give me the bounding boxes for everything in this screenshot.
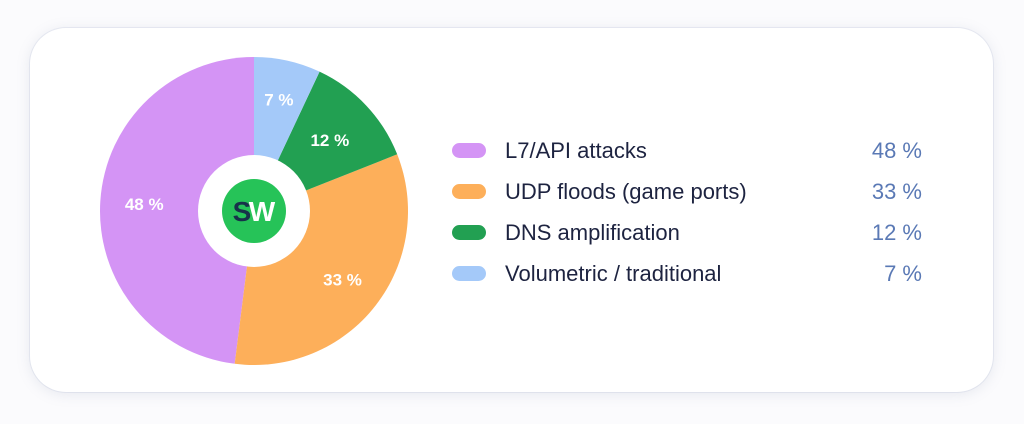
legend-item: Volumetric / traditional 7 %: [452, 253, 924, 294]
legend-item: L7/API attacks 48 %: [452, 130, 924, 171]
legend-swatch: [452, 184, 486, 199]
logo-letter-w: W: [249, 196, 276, 227]
legend-value: 33 %: [871, 178, 922, 204]
pie-slice: [99, 57, 254, 364]
logo-letter-s: S: [233, 196, 252, 227]
pie-data-label: 33 %: [323, 271, 362, 290]
pie-data-label: 48 %: [125, 195, 164, 214]
legend-label: DNS amplification: [505, 219, 680, 245]
legend-label: L7/API attacks: [505, 137, 647, 163]
legend-label: UDP floods (game ports): [505, 178, 747, 204]
pie-data-label: 7 %: [264, 91, 293, 110]
legend-item: UDP floods (game ports) 33 %: [452, 171, 924, 212]
legend-label: Volumetric / traditional: [505, 260, 722, 286]
legend-swatch: [452, 225, 486, 240]
legend: L7/API attacks 48 % UDP floods (game por…: [452, 130, 924, 294]
pie-data-labels: 48 % 33 % 12 % 7 %: [125, 91, 362, 290]
legend-swatch: [452, 266, 486, 281]
pie-data-label: 12 %: [310, 131, 349, 150]
legend-swatch: [452, 143, 486, 158]
legend-item: DNS amplification 12 %: [452, 212, 924, 253]
logo: S W: [198, 155, 310, 267]
legend-value: 7 %: [884, 260, 922, 286]
legend-value: 48 %: [871, 137, 922, 163]
logo-circle: [222, 179, 286, 243]
legend-value: 12 %: [871, 219, 922, 245]
